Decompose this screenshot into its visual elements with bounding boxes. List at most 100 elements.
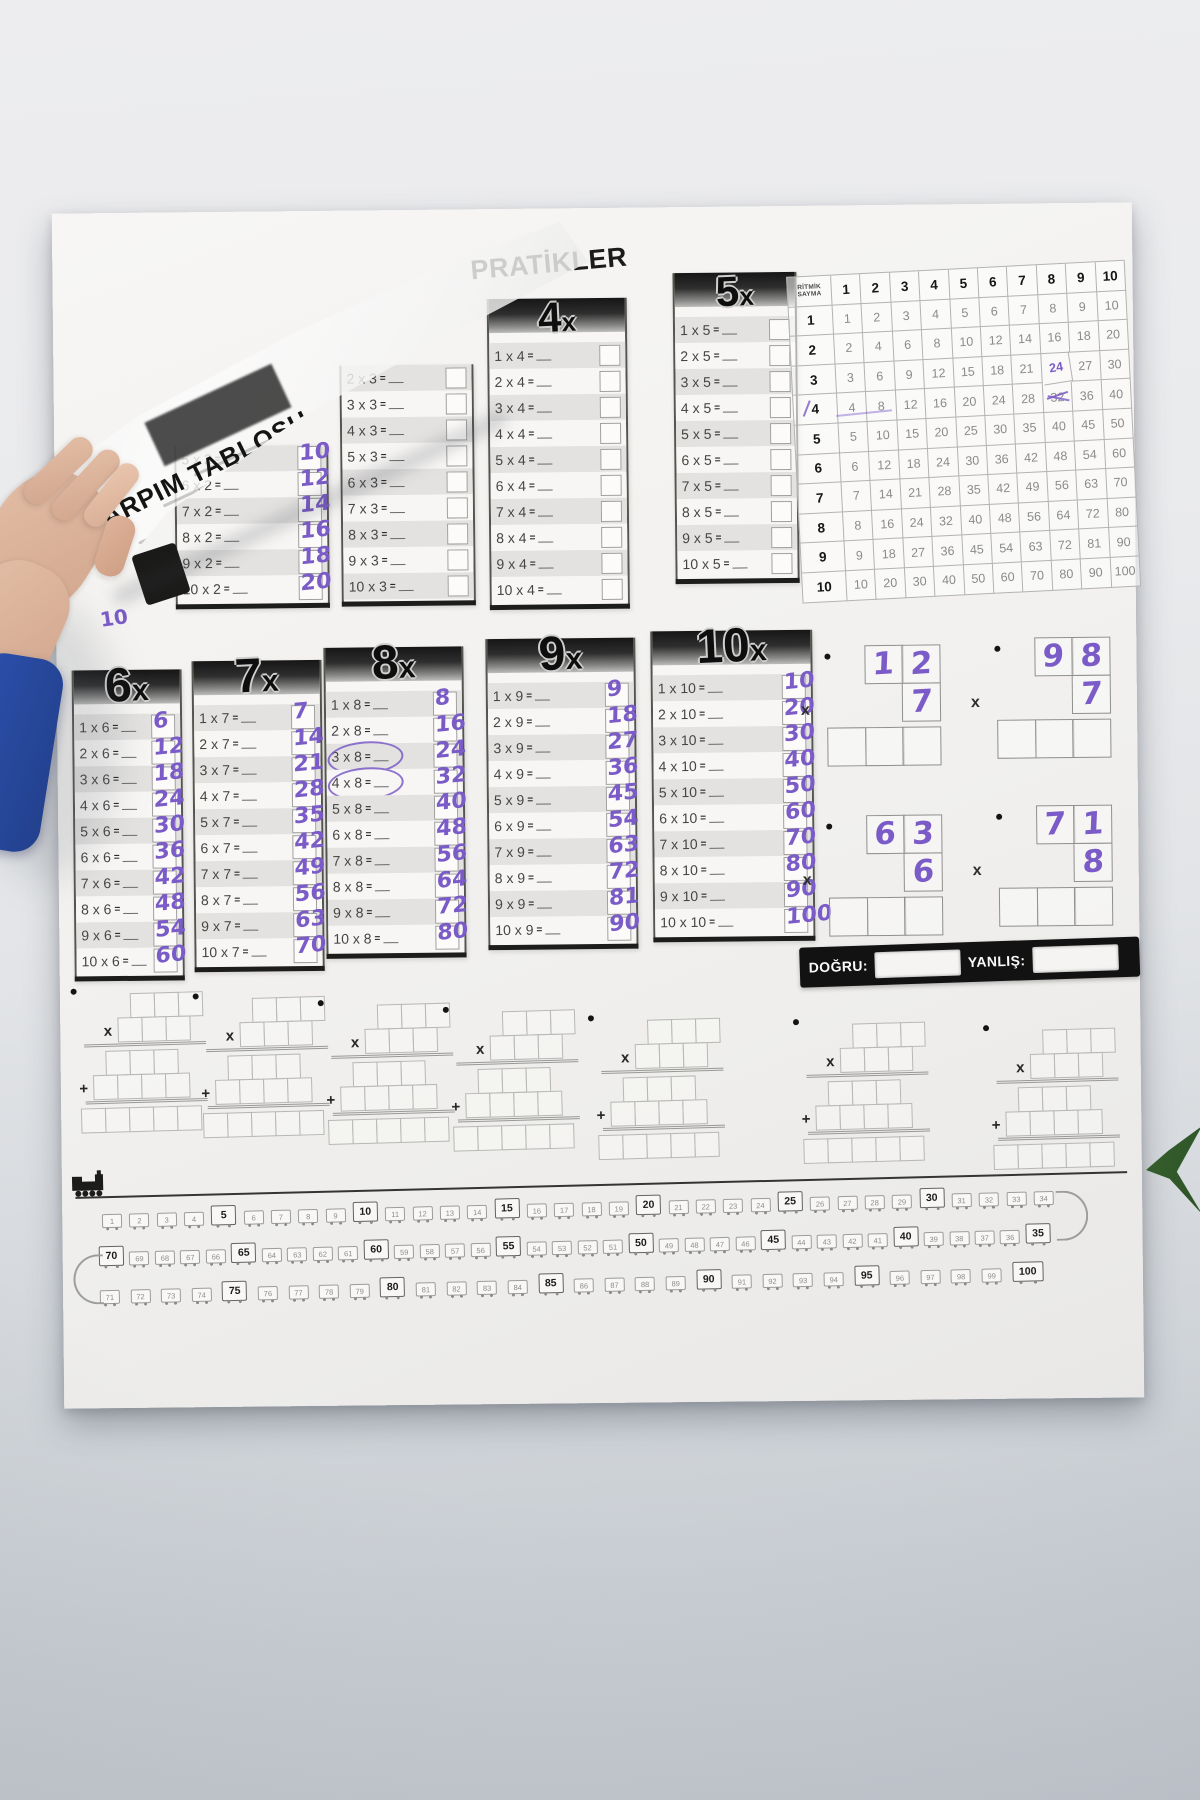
grid-cell: 90 (1108, 526, 1140, 558)
grid-cell: 36 (1071, 380, 1103, 412)
answer-line (122, 877, 139, 888)
equals-sign: = (389, 580, 396, 592)
grid-cell: 56 (1047, 470, 1078, 502)
grid-cell: 40 (960, 504, 992, 536)
grid-row-header: 9 (800, 541, 847, 574)
answer-line (373, 725, 389, 736)
grid-row-header: 10 (802, 571, 848, 603)
plus-sign: + (201, 1085, 211, 1103)
empty-cell (299, 995, 326, 1022)
answer-box (601, 552, 623, 574)
train-wagon: 94 (823, 1272, 844, 1287)
handwritten-answer: 12 (299, 464, 331, 493)
answer-line (535, 742, 551, 753)
answer-line (537, 454, 553, 465)
column-header-label: 10x (695, 618, 768, 675)
empty-cell (658, 1042, 685, 1069)
multiplication-row: 2 x 5 = (675, 341, 796, 370)
equation-label: 6 x 4 (495, 477, 527, 495)
empty-multiplication-worksheet: x + (792, 1019, 935, 1170)
answer-line (374, 881, 391, 892)
equals-sign: = (714, 480, 721, 492)
multiplication-row: 6 x 5 = (676, 445, 797, 474)
equals-sign: = (380, 398, 387, 410)
answer-line (536, 872, 553, 883)
bullet-dot (442, 1006, 449, 1013)
handwritten-answer: 24 (153, 785, 185, 813)
grid-cell: 12 (869, 450, 901, 482)
grid-cell: 32 (1042, 381, 1074, 414)
grid-cell: 15 (952, 356, 984, 388)
grid-cell: 70 (1022, 560, 1053, 592)
column-header-band: 5x (674, 267, 795, 315)
correct-score-box (874, 949, 962, 979)
handwritten-digit: 1 (1081, 805, 1105, 843)
train-wagon: 19 (608, 1201, 629, 1216)
equation-label: 7 x 4 (495, 503, 527, 521)
equals-sign: = (699, 734, 706, 746)
equation-label: 5 x 9 (493, 791, 525, 809)
equals-sign: = (114, 903, 121, 915)
handwritten-answer: 36 (607, 753, 639, 782)
train-wagon: 5 (210, 1204, 237, 1226)
grid-cell: 28 (1013, 383, 1045, 415)
answer-box (599, 396, 621, 418)
multiply-sign: x (800, 701, 811, 719)
train-wagon: 28 (864, 1195, 885, 1210)
bullet-dot (982, 1025, 990, 1032)
empty-cell (400, 1003, 427, 1029)
equals-sign: = (234, 920, 241, 932)
multiplication-row: 1 x 4 = (489, 341, 626, 370)
multiply-sign: x (103, 1022, 113, 1040)
answer-line (709, 864, 725, 875)
digit-cell: 2 (901, 644, 941, 684)
equals-sign: = (526, 716, 533, 728)
train-wagon: 25 (777, 1191, 803, 1212)
train-wagon: 14 (467, 1204, 488, 1220)
empty-cell (129, 1049, 155, 1076)
column-header-band: 7x (193, 649, 320, 704)
grid-cell: 30 (985, 414, 1017, 446)
equals-sign: = (723, 558, 730, 570)
train-wagon: 82 (446, 1281, 467, 1296)
empty-answer-cell (1036, 887, 1076, 927)
empty-cell (92, 1074, 119, 1101)
multiplication-row: 9 x 3 = (343, 546, 474, 574)
empty-cell (863, 1103, 889, 1130)
answer-line (538, 532, 554, 543)
train-wagon: 91 (731, 1274, 753, 1289)
grid-cell: 5 (838, 421, 870, 453)
empty-cell (351, 1118, 378, 1145)
grid-row-header: 4 (793, 393, 839, 426)
answer-box (769, 370, 791, 392)
empty-cell (424, 1002, 451, 1029)
multiplication-poster: PRATİKLER 5 x 2=106 x 2=127 x 2=148 x 2=… (51, 202, 1145, 1409)
grid-cell: 10 (1096, 290, 1128, 322)
grid-cell: 54 (1074, 439, 1106, 471)
grid-cell: 35 (958, 475, 990, 507)
equation-label: 6 x 9 (494, 817, 525, 835)
equals-sign: = (366, 880, 373, 892)
empty-cell (251, 997, 278, 1023)
empty-cell (105, 1050, 131, 1076)
grid-cell: 60 (992, 562, 1024, 594)
equals-sign: = (698, 682, 705, 694)
empty-cell (549, 1009, 576, 1035)
empty-cell (375, 1117, 402, 1144)
answer-line (242, 790, 258, 801)
empty-cell (1065, 1085, 1092, 1111)
answer-box (600, 474, 622, 496)
digit-cell: 9 (1033, 637, 1074, 677)
train-wagon: 15 (494, 1198, 520, 1219)
answer-box (446, 470, 468, 493)
train-wagon: 2 (129, 1213, 150, 1228)
handwritten-answer: 48 (154, 889, 187, 917)
equals-sign: = (113, 825, 120, 837)
answer-line (536, 376, 552, 387)
empty-cell (634, 1100, 660, 1127)
answer-line (121, 721, 137, 732)
answer-box: 90 (607, 909, 640, 941)
equation-label: 5 x 4 (495, 451, 526, 469)
empty-cell (657, 1099, 684, 1126)
multiplication-row: 10 x 5 = (677, 549, 798, 578)
